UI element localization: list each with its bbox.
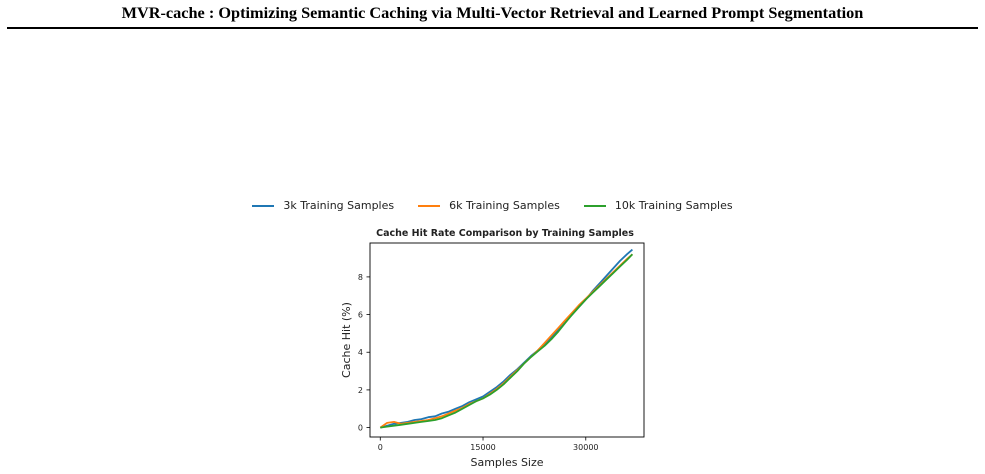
series-line-0: [380, 248, 633, 429]
x-axis: 0 15000 30000: [378, 437, 599, 452]
series-line-1: [379, 253, 633, 429]
legend-label: 6k Training Samples: [449, 199, 560, 212]
chart-legend: 3k Training Samples 6k Training Samples 10…: [0, 199, 985, 212]
legend-swatch: [583, 204, 606, 207]
series-lines: [379, 248, 634, 429]
y-tick-label: 0: [358, 424, 363, 433]
legend-swatch: [418, 204, 441, 207]
paper-title: MVR-cache : Optimizing Semantic Caching …: [121, 2, 864, 22]
legend-item-0: 3k Training Samples: [252, 199, 394, 212]
legend-item-2: 10k Training Samples: [583, 199, 733, 212]
series-line-2: [380, 253, 634, 429]
y-tick-label: 4: [358, 348, 363, 357]
legend-label: 3k Training Samples: [283, 199, 395, 212]
x-tick-label: 15000: [470, 443, 495, 452]
y-tick-label: 8: [358, 273, 363, 282]
y-axis: 0 2 4 6 8: [358, 273, 370, 433]
legend-item-1: 6k Training Samples: [418, 199, 560, 212]
legend-label: 10k Training Samples: [614, 199, 733, 212]
chart-title: Cache Hit Rate Comparison by Training Sa…: [376, 228, 634, 239]
x-tick-label: 30000: [573, 443, 598, 452]
x-axis-label: Samples Size: [470, 456, 543, 469]
y-tick-label: 6: [358, 311, 363, 320]
y-axis-label: Cache Hit (%): [340, 302, 353, 378]
y-tick-label: 2: [358, 386, 363, 395]
x-tick-label: 0: [378, 443, 383, 452]
legend-swatch: [252, 204, 275, 207]
plot-frame: [369, 242, 645, 438]
paper-header: MVR-cache : Optimizing Semantic Caching …: [7, 0, 978, 29]
